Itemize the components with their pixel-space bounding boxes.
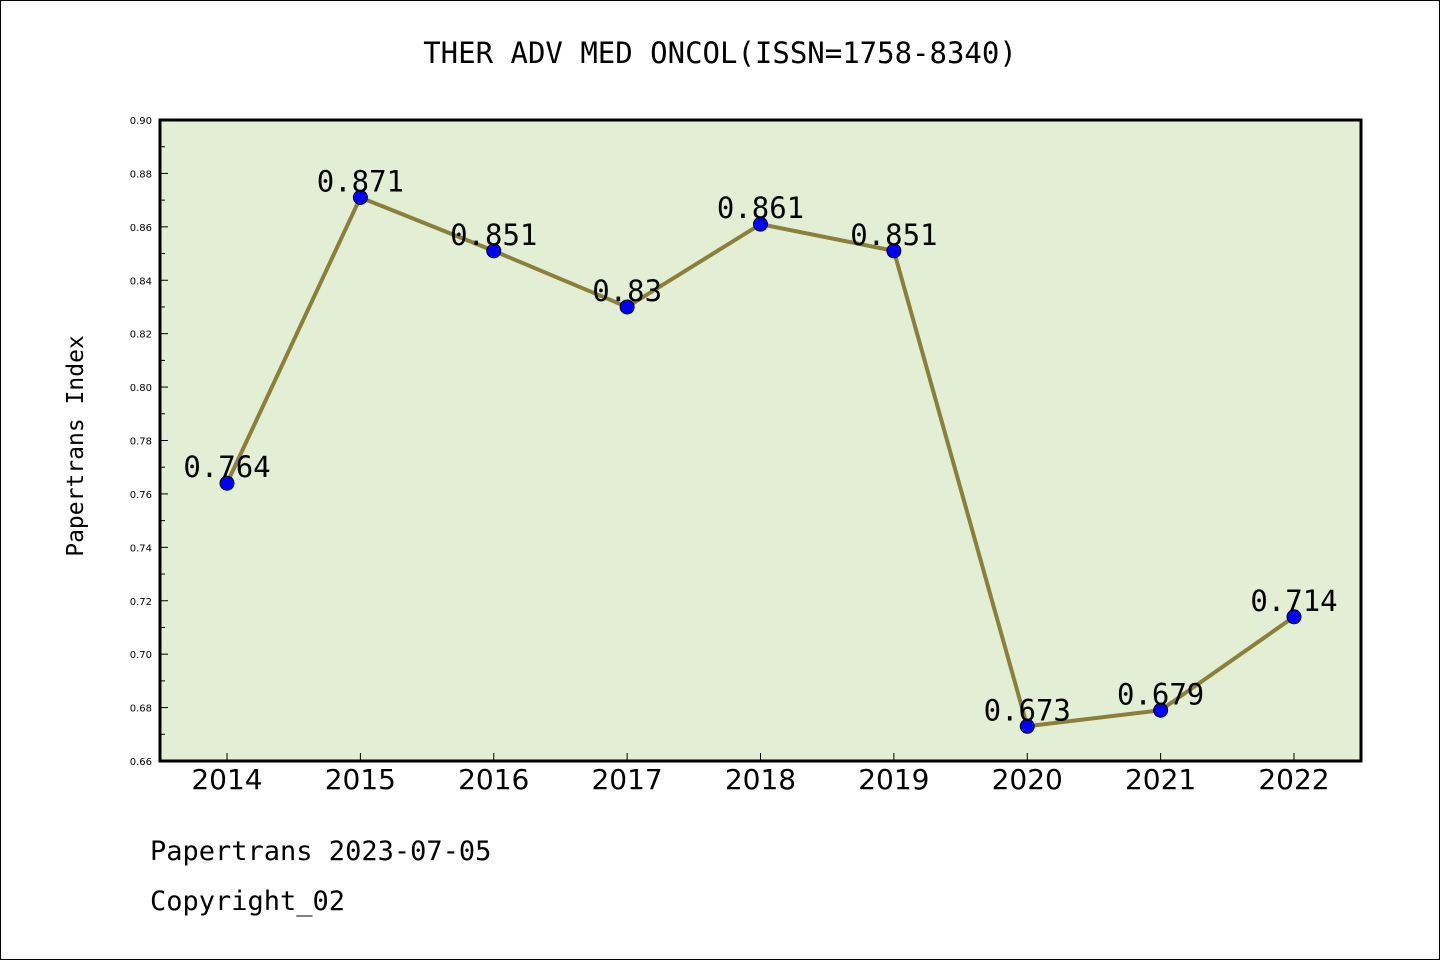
y-tick-label: 0.72 [130, 597, 152, 608]
y-tick-label: 0.78 [130, 437, 152, 448]
data-point [486, 243, 502, 259]
data-point [619, 299, 635, 315]
y-tick-label: 0.66 [130, 757, 152, 768]
x-tick-label: 2014 [191, 763, 262, 796]
data-point [753, 216, 768, 232]
data-label: 0.861 [717, 191, 804, 225]
footer-date: Papertrans 2023-07-05 [150, 836, 492, 867]
data-point [1019, 718, 1035, 734]
x-tick-label: 2020 [992, 763, 1063, 796]
y-tick-label: 0.90 [130, 116, 152, 127]
data-label: 0.851 [850, 218, 937, 252]
data-label: 0.764 [183, 450, 270, 484]
x-tick-label: 2021 [1125, 763, 1196, 796]
x-tick-label: 2019 [858, 763, 929, 796]
data-point [1153, 702, 1169, 718]
data-label: 0.871 [317, 164, 404, 198]
y-tick-label: 0.68 [130, 704, 152, 715]
footer-copyright: Copyright_02 [150, 886, 346, 917]
data-point [219, 475, 235, 491]
data-label: 0.673 [984, 693, 1071, 727]
y-tick-label: 0.82 [130, 330, 152, 341]
y-tick-label: 0.76 [130, 490, 152, 501]
y-tick-label: 0.80 [130, 383, 152, 394]
data-label: 0.679 [1117, 677, 1204, 711]
data-point [886, 243, 902, 259]
data-point [1286, 609, 1302, 625]
y-tick-label: 0.84 [130, 276, 152, 287]
data-label: 0.83 [592, 274, 662, 308]
x-tick-label: 2022 [1258, 763, 1329, 796]
data-point [352, 189, 368, 205]
y-tick-label: 0.74 [130, 543, 152, 554]
x-tick-label: 2017 [591, 763, 662, 796]
plot-border [158, 118, 1363, 763]
data-label: 0.714 [1250, 584, 1337, 618]
y-tick-label: 0.70 [130, 650, 152, 661]
x-tick-label: 2015 [325, 763, 396, 796]
x-tick-label: 2018 [725, 763, 796, 796]
data-label: 0.851 [450, 218, 537, 252]
y-tick-label: 0.86 [130, 223, 152, 234]
y-tick-label: 0.88 [130, 169, 152, 180]
x-tick-label: 2016 [458, 763, 529, 796]
chart-title: THER ADV MED ONCOL(ISSN=1758-8340) [423, 36, 1017, 70]
